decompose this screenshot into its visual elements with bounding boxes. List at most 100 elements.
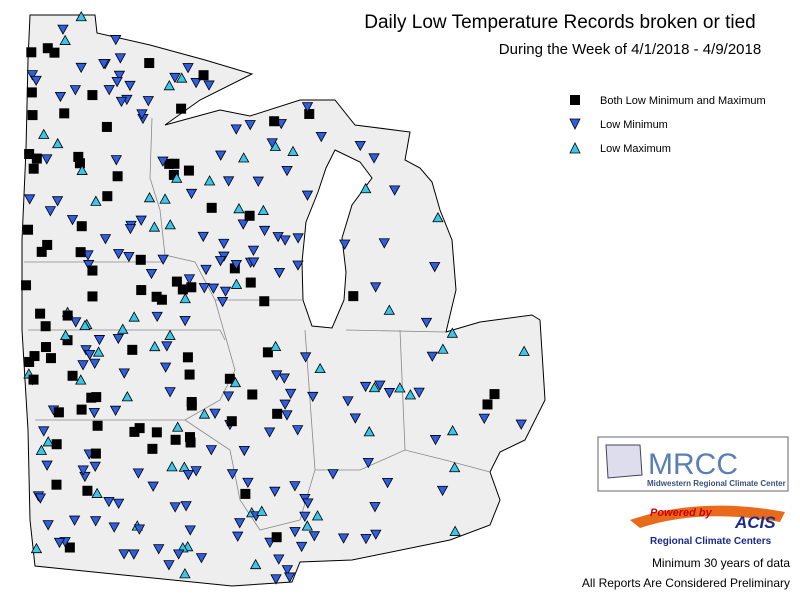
- legend-symbol: [569, 118, 581, 130]
- logo-text: Regional Climate Centers: [650, 536, 772, 547]
- station-marker: [35, 444, 48, 455]
- station-marker: [342, 396, 354, 407]
- station-marker: [446, 424, 459, 436]
- station-marker: [369, 282, 382, 293]
- subtitle: During the Week of 4/1/2018 - 4/9/2018: [499, 41, 761, 58]
- station-marker: [26, 87, 37, 98]
- station-marker: [53, 537, 66, 549]
- station-marker: [218, 238, 230, 250]
- logo-subtext: Midwestern Regional Climate Center: [647, 479, 786, 488]
- station-marker: [51, 479, 62, 490]
- station-marker: [169, 502, 181, 513]
- station-marker: [82, 485, 93, 496]
- station-marker: [230, 278, 243, 289]
- station-marker: [53, 407, 64, 418]
- station-marker: [279, 399, 291, 410]
- station-marker: [89, 516, 102, 527]
- station-marker: [51, 196, 64, 207]
- station-marker: [38, 128, 50, 139]
- station-marker: [244, 210, 255, 221]
- station-marker: [112, 498, 125, 509]
- station-marker: [272, 408, 283, 419]
- legend-symbol: [569, 142, 581, 154]
- station-marker: [429, 435, 442, 446]
- station-marker: [75, 62, 87, 74]
- station-marker: [281, 165, 293, 177]
- station-marker: [149, 340, 161, 352]
- station-marker: [41, 154, 53, 165]
- station-marker: [157, 254, 169, 265]
- station-marker: [136, 109, 148, 120]
- station-marker: [198, 408, 211, 419]
- logo-text: ACIS: [734, 513, 776, 532]
- station-marker: [151, 311, 163, 323]
- station-marker: [31, 153, 42, 164]
- station-marker: [171, 172, 183, 183]
- station-marker: [170, 434, 181, 445]
- station-marker: [172, 421, 184, 432]
- station-marker: [159, 362, 172, 373]
- station-marker: [98, 59, 110, 70]
- logo-text: MRCC: [648, 448, 738, 481]
- station-marker: [229, 376, 242, 388]
- station-marker: [118, 368, 130, 379]
- station-marker: [176, 103, 187, 114]
- station-marker: [124, 224, 137, 235]
- station-marker: [101, 121, 112, 132]
- station-marker: [240, 488, 251, 499]
- station-marker: [59, 34, 71, 45]
- station-marker: [87, 265, 98, 276]
- station-marker: [259, 296, 270, 307]
- station-marker: [370, 529, 382, 540]
- station-marker: [111, 77, 123, 88]
- station-marker: [359, 381, 372, 393]
- station-marker: [394, 382, 406, 393]
- station-marker: [183, 165, 194, 176]
- station-marker: [426, 351, 438, 362]
- station-marker: [169, 158, 180, 169]
- station-marker: [184, 525, 196, 536]
- station-marker: [249, 558, 262, 570]
- station-marker: [114, 53, 127, 64]
- station-marker: [299, 352, 312, 363]
- station-marker: [171, 276, 182, 287]
- station-marker: [108, 522, 120, 533]
- station-marker: [30, 542, 43, 554]
- station-marker: [233, 202, 245, 214]
- station-marker: [183, 274, 196, 285]
- station-marker: [200, 264, 212, 276]
- station-marker: [348, 291, 359, 302]
- station-marker: [446, 327, 459, 338]
- station-marker: [26, 47, 37, 58]
- station-marker: [478, 413, 490, 424]
- station-marker: [190, 466, 202, 477]
- station-marker: [363, 426, 375, 437]
- station-marker: [258, 225, 271, 237]
- station-marker: [36, 246, 47, 257]
- station-marker: [87, 90, 98, 101]
- station-marker: [135, 215, 147, 226]
- station-marker: [23, 194, 36, 205]
- station-marker: [237, 219, 249, 230]
- station-marker: [135, 254, 146, 265]
- station-marker: [263, 427, 276, 438]
- station-marker: [185, 188, 198, 200]
- station-marker: [153, 544, 165, 555]
- station-marker: [109, 405, 122, 417]
- station-marker: [34, 493, 47, 504]
- station-marker: [436, 485, 449, 497]
- station-marker: [70, 317, 82, 328]
- station-marker: [301, 102, 314, 113]
- station-marker: [42, 436, 54, 447]
- station-marker: [226, 469, 239, 480]
- region-outline: [21, 14, 546, 587]
- station-marker: [214, 256, 227, 267]
- station-marker: [77, 465, 89, 476]
- legend-label: Both Low Minimum and Maximum: [600, 95, 766, 107]
- station-marker: [230, 259, 243, 271]
- station-marker: [23, 224, 34, 235]
- station-marker: [144, 58, 155, 69]
- station-marker: [448, 461, 461, 473]
- station-marker: [299, 511, 311, 522]
